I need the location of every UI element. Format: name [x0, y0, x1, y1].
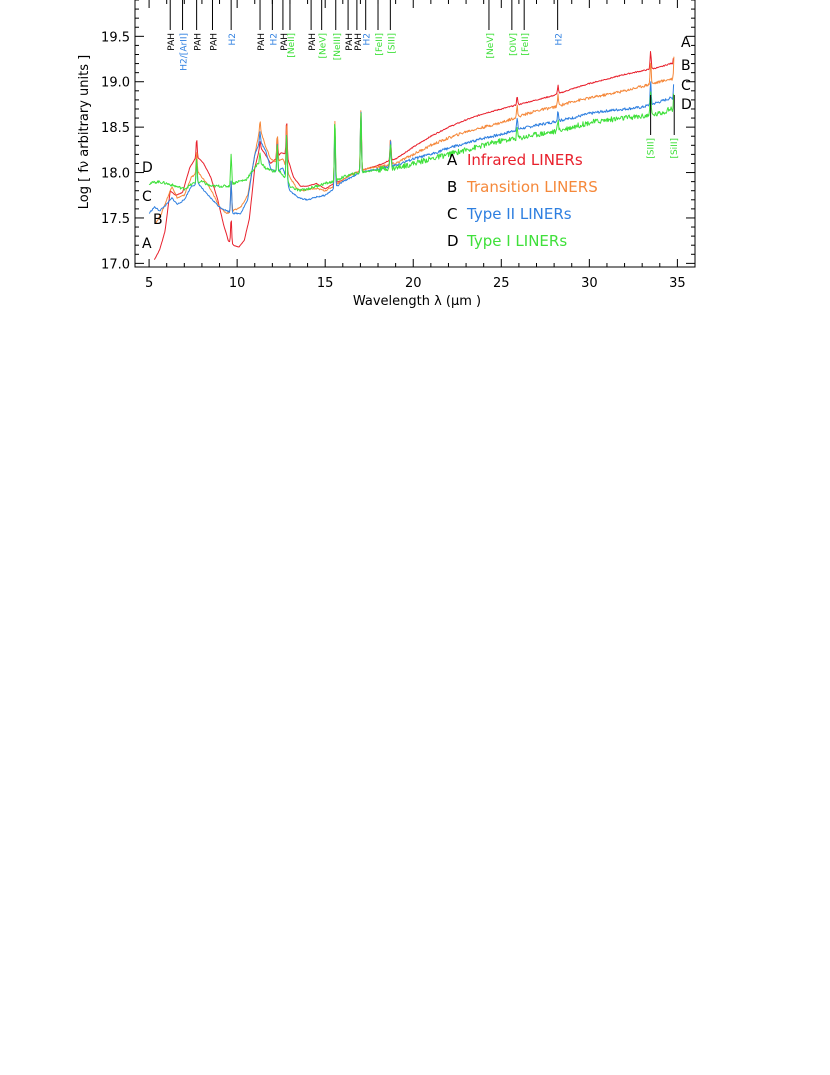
series-letter-right: D	[681, 97, 692, 113]
series-letter-left: A	[142, 236, 152, 252]
legend-letter: B	[447, 178, 457, 196]
line-marker-label: PAH	[345, 33, 355, 51]
series-letter-left: C	[142, 189, 152, 205]
line-marker-label: [OIV]	[509, 33, 519, 56]
series-letter-right: A	[681, 35, 691, 51]
line-marker-label: PAH	[167, 33, 177, 51]
legend-letter: A	[447, 151, 458, 169]
legend-layer: A Infrared LINERs B Transition LINERS C Type …	[447, 151, 598, 250]
y-tick-label: 18.5	[101, 121, 130, 136]
x-tick-label: 25	[493, 276, 510, 291]
x-tick-label: 20	[405, 276, 422, 291]
line-marker-label: PAH	[280, 33, 290, 51]
line-marker-label: PAH	[209, 33, 219, 51]
annotation-layer: PAH H2/[ArII] PAH PAH H2 PAH H2 PAH[NeII] PAH [Ne…	[142, 0, 692, 252]
y-tick-label: 17.5	[101, 212, 130, 227]
series-line-b	[155, 56, 675, 224]
line-marker-label: [NeV]	[486, 33, 496, 58]
x-axis-title: Wavelength λ (μm )	[353, 294, 481, 309]
line-marker-label-lower: [SiII]	[670, 138, 680, 159]
series-letter-right: B	[681, 58, 691, 74]
series-line-c	[148, 81, 675, 215]
legend-entry-label: Type I LINERs	[466, 232, 567, 250]
legend-entry-label: Transition LINERS	[466, 178, 598, 196]
spectra-chart: 5 10 15 20 25 30 35 17.0 17.5 18.0 18.5 19.0 19.5 PA…	[77, 0, 696, 309]
legend-letter: D	[447, 232, 459, 250]
line-marker-label: [NeIII]	[333, 33, 343, 60]
y-tick-label: 19.0	[101, 76, 130, 91]
series-layer	[148, 51, 675, 260]
x-tick-label: 5	[145, 276, 153, 291]
legend-entry-label: Type II LINERs	[466, 205, 572, 223]
x-tick-label: 35	[669, 276, 686, 291]
y-tick-label: 17.0	[101, 257, 130, 272]
line-marker-label: [NeII]	[287, 33, 297, 58]
series-letter-left: B	[153, 212, 163, 228]
plot-frame	[134, 0, 696, 268]
line-marker-label: PAH	[194, 33, 204, 51]
line-marker-label: [SIII]	[387, 33, 397, 54]
line-marker-label-lower: [SIII]	[647, 138, 657, 159]
spectra-figure: 5 10 15 20 25 30 35 17.0 17.5 18.0 18.5 19.0 19.5 PA…	[0, 0, 830, 320]
y-axis-title: Log [ fν arbitrary units ]	[77, 55, 92, 209]
line-marker-label: [FeII]	[375, 33, 385, 56]
line-marker-label: PAH	[257, 33, 267, 51]
line-marker-label: H2	[228, 33, 238, 46]
series-letter-left: D	[142, 160, 153, 176]
series-line-a	[153, 51, 674, 260]
line-marker-label: [NeV]	[319, 33, 329, 58]
line-marker-label: H2	[555, 33, 565, 46]
line-marker-label: H2/[ArII]	[180, 33, 190, 71]
line-marker-label: H2	[269, 33, 279, 46]
line-marker-label: PAH	[308, 33, 318, 51]
line-marker-label: PAH	[354, 33, 364, 51]
x-tick-label: 30	[581, 276, 598, 291]
line-marker-label: [FeII]	[521, 33, 531, 56]
series-letter-right: C	[681, 78, 691, 94]
legend-entry-label: Infrared LINERs	[467, 151, 583, 169]
y-tick-label: 19.5	[101, 30, 130, 45]
y-tick-label: 18.0	[101, 167, 130, 182]
series-line-d	[148, 91, 675, 192]
line-marker-label: H2	[363, 33, 373, 46]
x-tick-label: 10	[229, 276, 246, 291]
x-tick-label: 15	[317, 276, 334, 291]
legend-letter: C	[447, 205, 457, 223]
axes-layer: 5 10 15 20 25 30 35 17.0 17.5 18.0 18.5 19.0 19.5	[101, 0, 696, 291]
